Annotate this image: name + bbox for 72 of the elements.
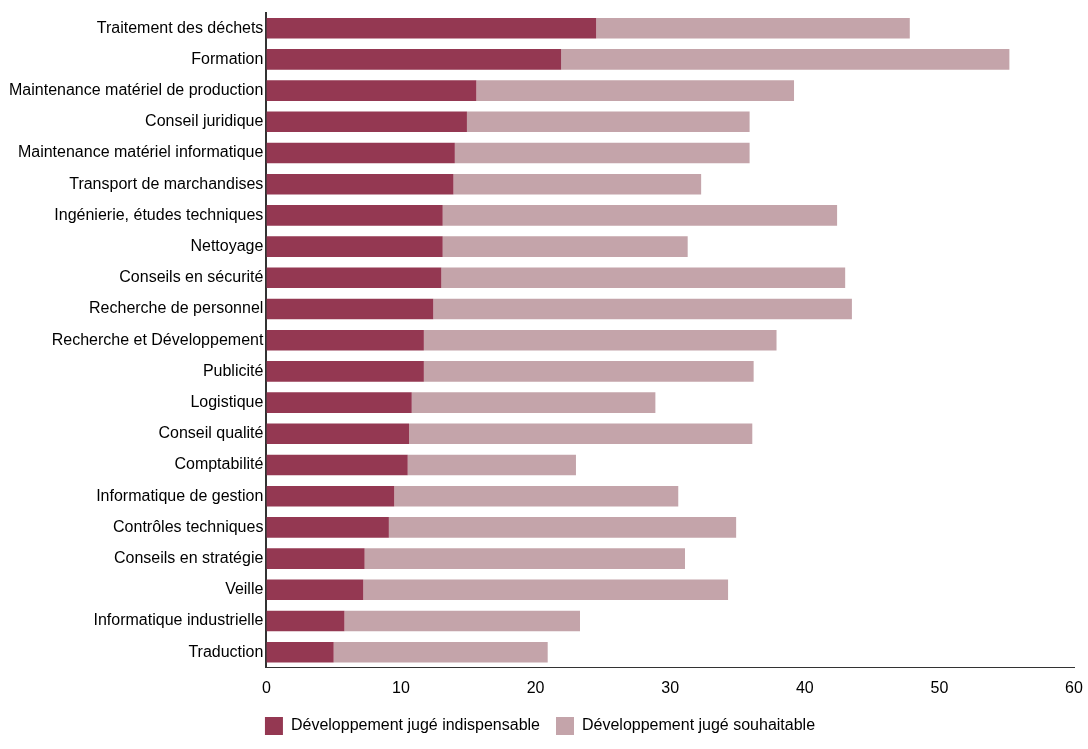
bar xyxy=(266,111,467,133)
bar xyxy=(266,579,364,601)
bar xyxy=(596,17,910,39)
bar xyxy=(364,548,685,569)
y-tick-label: Logistique xyxy=(190,393,264,411)
y-tick-label: Transport de marchandises xyxy=(69,174,264,192)
bar xyxy=(409,423,753,445)
y-tick-label: Formation xyxy=(191,49,264,67)
bar xyxy=(266,454,408,476)
y-tick-label: Traduction xyxy=(188,642,264,660)
bar xyxy=(363,579,729,601)
legend-label: Développement jugé indispensable xyxy=(290,716,541,734)
bar xyxy=(266,485,395,507)
bar xyxy=(266,641,334,663)
y-tick-label: Traitement des déchets xyxy=(96,18,264,36)
x-tick-label: 50 xyxy=(930,678,949,696)
y-tick-label: Publicité xyxy=(202,361,264,379)
x-tick-label: 10 xyxy=(392,678,410,696)
x-tick-label: 60 xyxy=(1065,678,1083,696)
y-tick-label: Conseil juridique xyxy=(145,112,264,130)
bar xyxy=(266,610,345,632)
bar xyxy=(433,298,852,320)
bar xyxy=(266,267,442,289)
legend-label: Développement jugé souhaitable xyxy=(582,716,816,734)
bar xyxy=(266,423,410,445)
bar xyxy=(266,17,597,39)
y-tick-label: Maintenance matériel informatique xyxy=(17,143,264,161)
bar xyxy=(561,49,1010,70)
bar xyxy=(266,298,434,320)
y-tick-label: Conseils en sécurité xyxy=(119,268,264,286)
x-tick-label: 20 xyxy=(526,678,545,696)
bar xyxy=(266,361,424,382)
bar xyxy=(441,267,846,289)
bar xyxy=(266,173,454,195)
x-tick-label: 30 xyxy=(661,678,680,696)
y-tick-label: Recherche de personnel xyxy=(89,299,264,317)
x-tick-label: 40 xyxy=(795,678,814,696)
bar xyxy=(388,517,737,538)
bar xyxy=(266,517,389,538)
bar xyxy=(266,142,455,164)
y-tick-label: Conseil qualité xyxy=(158,424,264,442)
x-tick-label: 0 xyxy=(261,678,271,696)
y-tick-label: Contrôles techniques xyxy=(113,517,264,535)
bar xyxy=(423,329,777,351)
bar xyxy=(394,485,679,507)
y-tick-label: Veille xyxy=(225,580,264,598)
bar xyxy=(454,142,750,164)
bar xyxy=(266,236,443,257)
bar xyxy=(466,111,750,133)
bar xyxy=(453,173,702,195)
bar xyxy=(333,641,548,663)
y-tick-label: Informatique industrielle xyxy=(93,611,264,629)
y-tick-label: Informatique de gestion xyxy=(96,486,264,504)
y-tick-label: Maintenance matériel de production xyxy=(9,81,264,99)
y-tick-label: Ingénierie, études techniques xyxy=(54,205,264,223)
bar xyxy=(266,49,562,70)
bar xyxy=(411,392,656,413)
bar xyxy=(266,329,424,351)
bar xyxy=(266,548,365,569)
y-tick-label: Nettoyage xyxy=(190,237,264,255)
bar xyxy=(266,392,412,413)
bar xyxy=(344,610,580,632)
bar xyxy=(442,236,688,257)
y-tick-label: Recherche et Développement xyxy=(51,330,264,348)
bar xyxy=(407,454,576,476)
y-tick-label: Conseils en stratégie xyxy=(113,549,264,567)
bar xyxy=(442,205,838,226)
bar xyxy=(423,361,754,382)
y-tick-label: Comptabilité xyxy=(174,455,264,473)
bar xyxy=(266,205,443,226)
bar xyxy=(266,80,477,101)
bar xyxy=(476,80,795,101)
